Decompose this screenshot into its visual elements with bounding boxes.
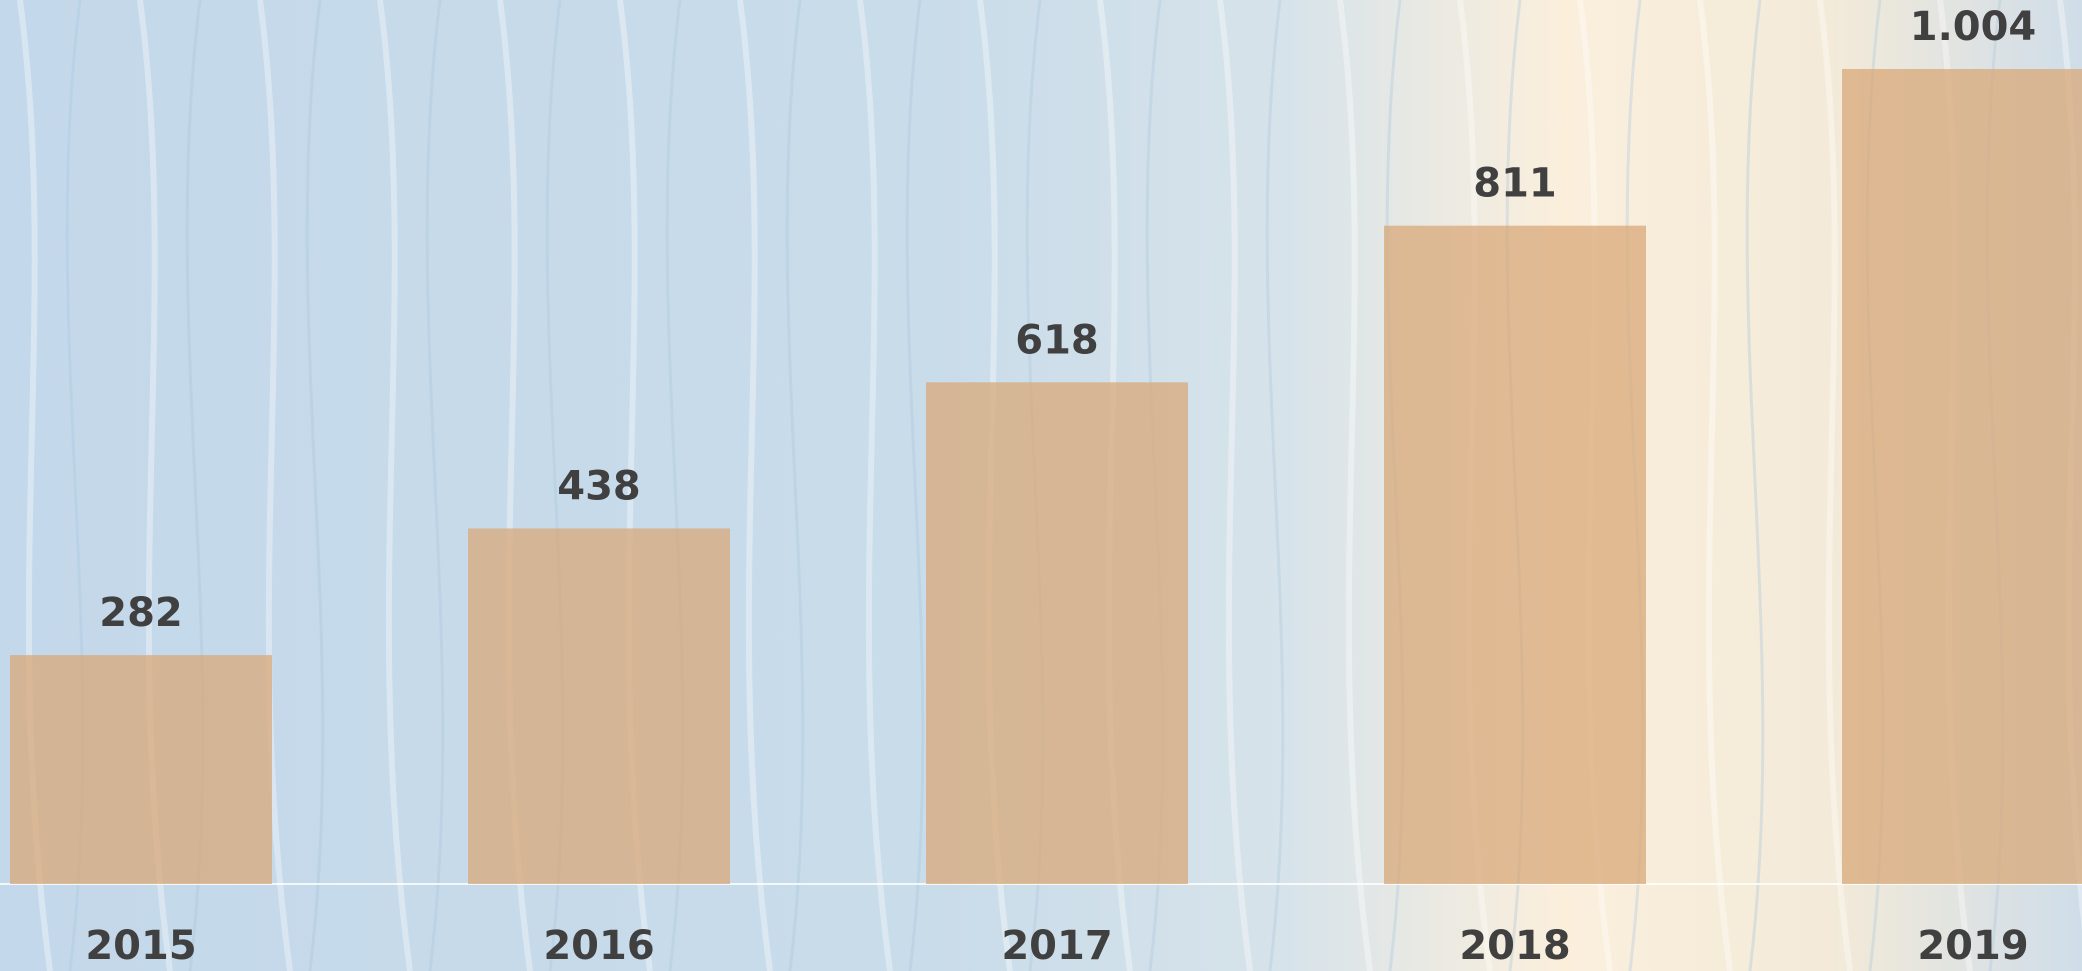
value-label: 618 bbox=[1015, 317, 1099, 363]
value-label: 811 bbox=[1473, 161, 1557, 207]
x-tick-label: 2015 bbox=[85, 923, 196, 969]
bar bbox=[10, 655, 272, 884]
value-label: 1.004 bbox=[1910, 4, 2037, 50]
bar bbox=[1842, 69, 2082, 884]
value-label: 282 bbox=[99, 590, 183, 636]
chart: 282 2015 438 2016 618 2017 811 2018 1.004 2019 bbox=[0, 0, 2082, 971]
x-tick-label: 2017 bbox=[1001, 923, 1112, 969]
bar bbox=[468, 528, 730, 884]
value-label: 438 bbox=[557, 463, 641, 509]
x-tick-label: 2019 bbox=[1917, 923, 2028, 969]
x-tick-label: 2018 bbox=[1459, 923, 1570, 969]
bar bbox=[926, 382, 1188, 884]
page: 28220154382016618201781120181.0042019 ((… bbox=[0, 0, 2082, 971]
bar bbox=[1384, 226, 1646, 884]
x-tick-label: 2016 bbox=[543, 923, 654, 969]
